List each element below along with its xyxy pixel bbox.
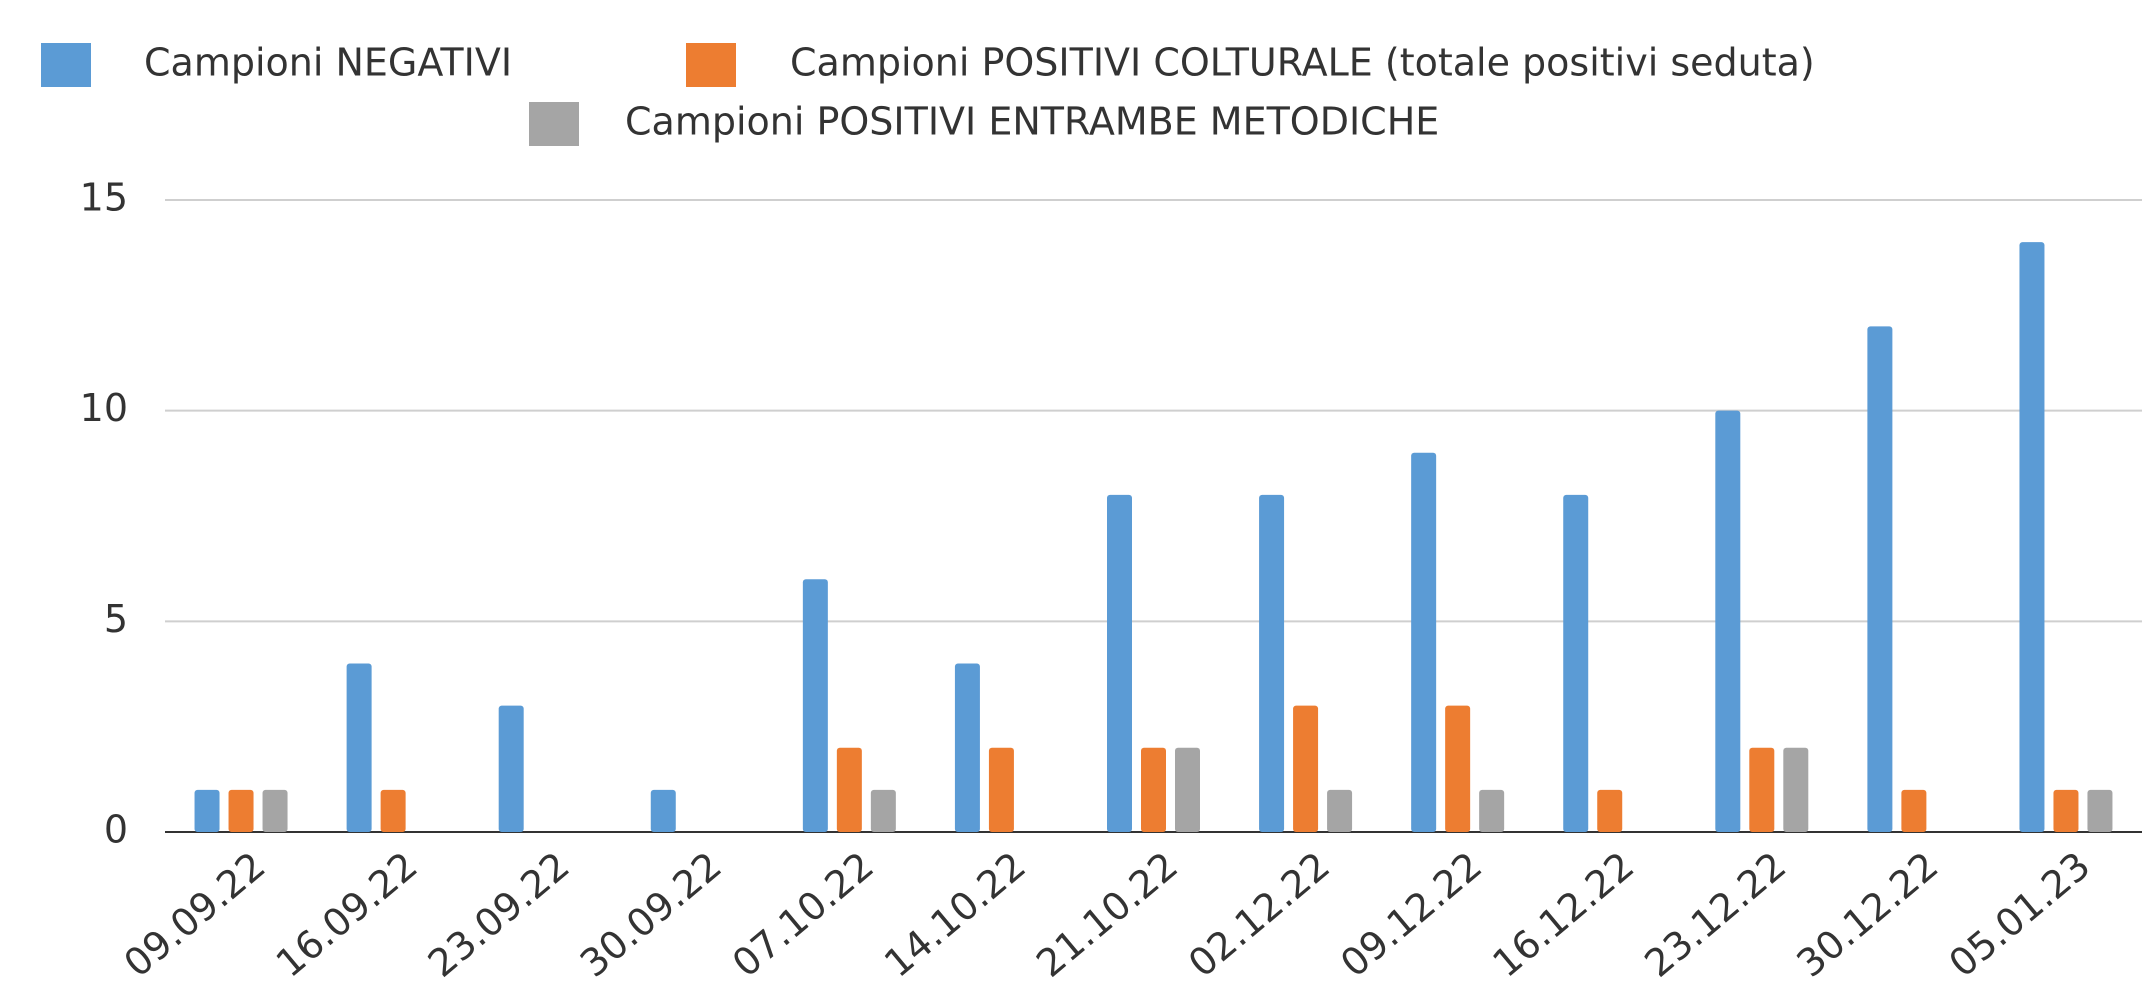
x-tick-label: 23.09.22 — [420, 843, 578, 985]
bar — [2087, 789, 2113, 832]
bar — [1479, 789, 1505, 832]
bar — [1597, 789, 1623, 832]
bar — [228, 789, 254, 832]
x-tick-label: 09.09.22 — [116, 843, 274, 985]
bar — [346, 663, 372, 832]
bar — [1327, 789, 1353, 832]
legend-label: Campioni POSITIVI ENTRAMBE METODICHE — [625, 100, 1439, 144]
bar — [802, 579, 828, 832]
x-tick-label: 02.12.22 — [1180, 843, 1338, 985]
x-tick-label: 23.12.22 — [1636, 843, 1794, 985]
bar — [870, 789, 896, 832]
y-tick-label: 5 — [104, 597, 128, 641]
y-tick-label: 15 — [80, 176, 128, 220]
bar — [1107, 494, 1132, 832]
bar — [1445, 705, 1471, 832]
bar — [1563, 494, 1589, 832]
bar — [1867, 326, 1893, 832]
bar — [1141, 747, 1166, 832]
bar — [262, 789, 288, 832]
bar — [380, 789, 406, 832]
bar — [988, 747, 1014, 832]
bar — [1901, 789, 1927, 832]
bar — [836, 747, 862, 832]
legend-label: Campioni POSITIVI COLTURALE (totale posi… — [790, 41, 1815, 85]
y-tick-label: 0 — [104, 808, 128, 852]
x-tick-label: 16.09.22 — [268, 843, 426, 985]
bar — [1293, 705, 1319, 832]
bar — [1715, 410, 1741, 832]
x-tick-label: 07.10.22 — [724, 843, 882, 985]
x-tick-label: 30.09.22 — [572, 843, 730, 985]
bar — [194, 789, 220, 832]
x-tick-label: 16.12.22 — [1484, 843, 1642, 985]
bar — [650, 789, 676, 832]
bar — [498, 705, 524, 832]
x-tick-label: 30.12.22 — [1789, 843, 1947, 985]
x-tick-label: 09.12.22 — [1332, 843, 1490, 985]
x-tick-label: 14.10.22 — [876, 843, 1034, 985]
bar — [2053, 789, 2079, 832]
y-tick-label: 10 — [80, 386, 128, 430]
bar — [1749, 747, 1775, 832]
legend-swatch — [529, 102, 579, 146]
x-tick-label: 05.01.23 — [1941, 843, 2099, 985]
bar — [1259, 494, 1285, 832]
bar — [954, 663, 980, 832]
legend-swatch — [686, 43, 736, 87]
bar — [1411, 452, 1437, 832]
bar — [1783, 747, 1809, 832]
legend-swatch — [41, 43, 91, 87]
legend-label: Campioni NEGATIVI — [144, 41, 512, 85]
x-tick-label: 21.10.22 — [1028, 843, 1186, 985]
bar — [2019, 242, 2045, 833]
bar — [1175, 747, 1200, 832]
